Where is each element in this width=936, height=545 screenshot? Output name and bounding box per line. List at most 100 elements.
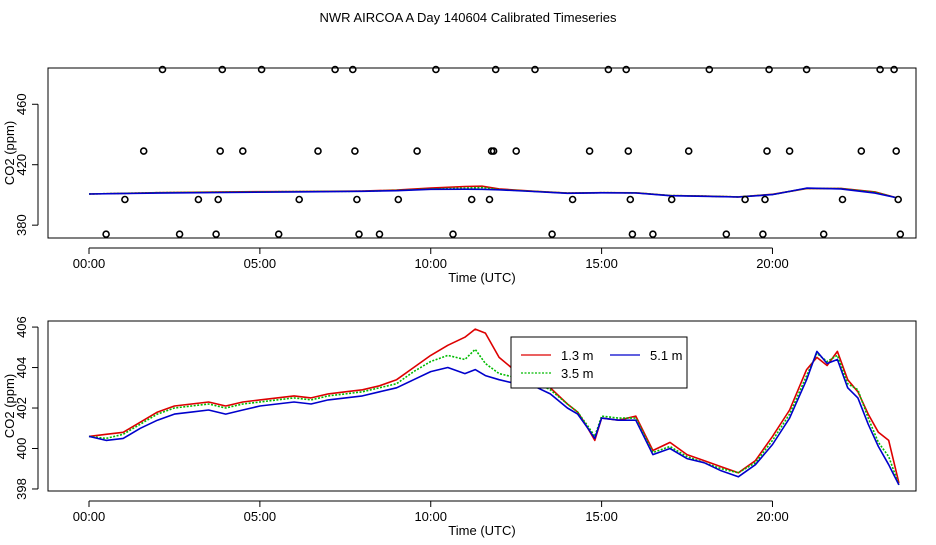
flag-point <box>432 65 440 74</box>
flag-point <box>705 65 714 74</box>
bottom-x-tick-label: 05:00 <box>244 509 277 524</box>
flag-point <box>485 195 494 204</box>
top-x-tick-label: 00:00 <box>73 256 106 271</box>
top-y-tick-label: 380 <box>14 214 29 236</box>
flag-point <box>139 147 148 155</box>
flag-point <box>785 147 794 155</box>
top-x-axis: 00:00 05:00 10:00 15:00 20:00 <box>73 247 789 271</box>
flag-point <box>626 195 635 204</box>
top-series-lines <box>88 185 896 199</box>
top-y-tick-label: 420 <box>14 154 29 176</box>
flag-point <box>449 230 457 238</box>
bottom-x-tick-label: 15:00 <box>585 509 618 524</box>
top-plot-frame <box>47 67 917 239</box>
top-x-tick-label: 05:00 <box>244 256 277 271</box>
flag-point <box>684 147 693 155</box>
bottom-y-tick-label: 402 <box>14 397 29 419</box>
bottom-series-line-5-1m <box>88 350 900 486</box>
flag-point <box>295 195 304 204</box>
flag-point <box>741 195 749 204</box>
flag-point <box>802 65 811 74</box>
top-y-tick-label: 460 <box>14 93 29 115</box>
top-y-axis: 380 420 460 <box>14 93 39 236</box>
flag-point <box>257 65 266 74</box>
flag-point <box>212 230 220 238</box>
flag-point <box>585 147 594 155</box>
flag-point <box>763 147 771 155</box>
legend-label-1-3m: 1.3 m <box>561 348 594 363</box>
top-x-tick-label: 15:00 <box>585 256 618 271</box>
flag-point <box>274 230 283 238</box>
flag-point <box>649 230 657 238</box>
flag-point <box>622 65 631 74</box>
flag-point <box>331 65 339 74</box>
flag-point <box>158 65 167 74</box>
flag-point <box>667 195 676 204</box>
figure-title: NWR AIRCOA A Day 140604 Calibrated Times… <box>320 10 617 25</box>
flag-point <box>765 65 773 74</box>
flag-point <box>512 147 521 155</box>
bottom-x-axis-label: Time (UTC) <box>448 523 515 538</box>
bottom-y-tick-label: 400 <box>14 438 29 460</box>
flag-point <box>194 195 203 204</box>
flag-point <box>467 195 476 204</box>
top-y-axis-label: CO2 (ppm) <box>2 121 17 185</box>
bottom-x-axis: 00:00 05:00 10:00 15:00 20:00 <box>73 500 789 524</box>
flag-point <box>175 230 184 238</box>
flag-point <box>121 195 129 204</box>
flag-point <box>892 147 901 155</box>
flag-point <box>896 230 905 238</box>
top-series-line-5-1m <box>88 187 896 199</box>
flag-point <box>489 147 498 155</box>
bottom-plot-frame <box>47 320 917 492</box>
top-flag-points <box>102 65 905 238</box>
legend: 1.3 m 3.5 m 5.1 m <box>510 336 688 389</box>
flag-point <box>838 195 847 204</box>
bottom-y-tick-label: 398 <box>14 478 29 500</box>
flag-point <box>413 147 421 155</box>
bottom-series-lines <box>88 328 900 486</box>
bottom-series-line-3-5m <box>88 348 900 486</box>
legend-label-3-5m: 3.5 m <box>561 366 594 381</box>
bottom-x-tick-label: 00:00 <box>73 509 106 524</box>
flag-point <box>759 230 767 238</box>
top-panel: 00:00 05:00 10:00 15:00 20:00 380 420 460 Time… <box>2 65 917 285</box>
bottom-panel: 00:00 05:00 10:00 15:00 20:00 398 400 402 404 40… <box>2 316 917 538</box>
flag-point <box>628 230 637 238</box>
flag-point <box>491 65 500 74</box>
flag-point <box>624 147 633 155</box>
flag-point <box>894 195 903 204</box>
top-x-tick-label: 20:00 <box>756 256 789 271</box>
flag-point <box>214 195 222 204</box>
bottom-y-tick-label: 406 <box>14 316 29 338</box>
flag-point <box>216 147 224 155</box>
flag-point <box>548 230 556 238</box>
legend-label-5-1m: 5.1 m <box>650 348 683 363</box>
legend-box <box>510 336 688 389</box>
flag-point <box>218 65 227 74</box>
flag-point <box>353 195 361 204</box>
bottom-x-tick-label: 20:00 <box>756 509 789 524</box>
flag-point <box>876 65 884 74</box>
flag-point <box>375 230 384 238</box>
flag-point <box>239 147 247 155</box>
flag-point <box>890 65 898 74</box>
flag-point <box>761 195 769 204</box>
top-x-tick-label: 10:00 <box>414 256 447 271</box>
flag-point <box>314 147 322 155</box>
bottom-y-axis-label: CO2 (ppm) <box>2 374 17 438</box>
flag-point <box>102 230 110 238</box>
bottom-y-tick-label: 404 <box>14 357 29 379</box>
flag-point <box>568 195 577 204</box>
bottom-x-tick-label: 10:00 <box>414 509 447 524</box>
flag-point <box>531 65 539 74</box>
flag-point <box>348 65 357 74</box>
flag-point <box>351 147 359 155</box>
flag-point <box>604 65 613 74</box>
flag-point <box>857 147 866 155</box>
flag-point <box>394 195 403 204</box>
bottom-series-line-1-3m <box>88 328 900 484</box>
top-x-axis-label: Time (UTC) <box>448 270 515 285</box>
